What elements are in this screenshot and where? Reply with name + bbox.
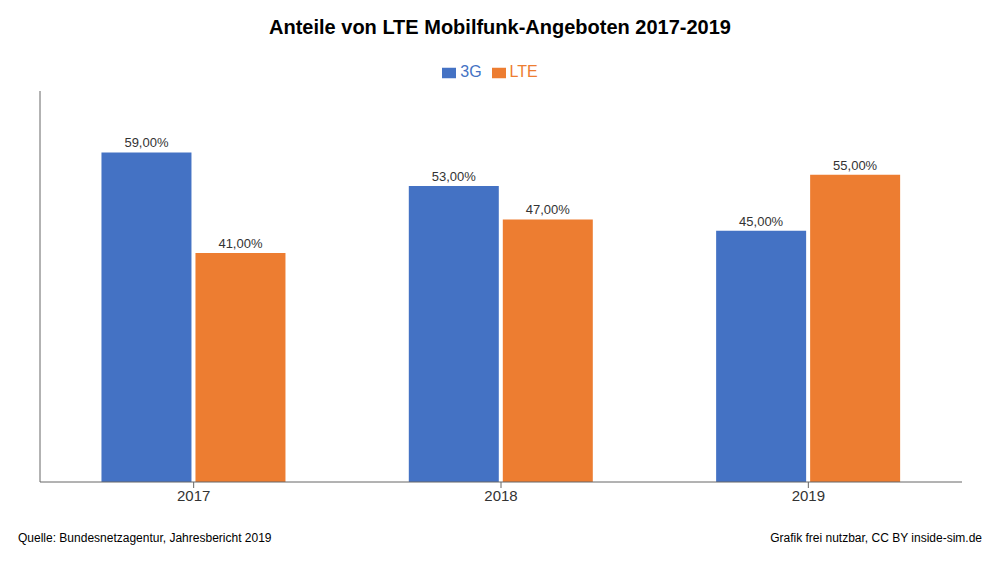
html-text:Quelle: Bundesnetzagentur, Jah: Quelle: Bundesnetzagentur, Jahresbericht… <box>18 531 272 545</box>
svg-text:41,00%: 41,00% <box>218 236 263 251</box>
html-text:3G: 3G <box>460 63 482 80</box>
svg-text:2019: 2019 <box>792 487 825 504</box>
svg-text:55,00%: 55,00% <box>833 158 878 173</box>
svg-text:45,00%: 45,00% <box>739 214 784 229</box>
svg-text:2018: 2018 <box>484 487 517 504</box>
svg-text:2017: 2017 <box>177 487 210 504</box>
svg-text:59,00%: 59,00% <box>124 135 169 150</box>
svg-text:47,00%: 47,00% <box>526 202 571 217</box>
html-text:Anteile von LTE Mobilfunk-Ange: Anteile von LTE Mobilfunk-Angeboten 2017… <box>269 16 731 38</box>
svg-text:53,00%: 53,00% <box>432 169 477 184</box>
html-text:Grafik frei nutzbar, CC BY ins: Grafik frei nutzbar, CC BY inside-sim.de <box>770 531 982 545</box>
html-text:LTE: LTE <box>509 63 538 80</box>
